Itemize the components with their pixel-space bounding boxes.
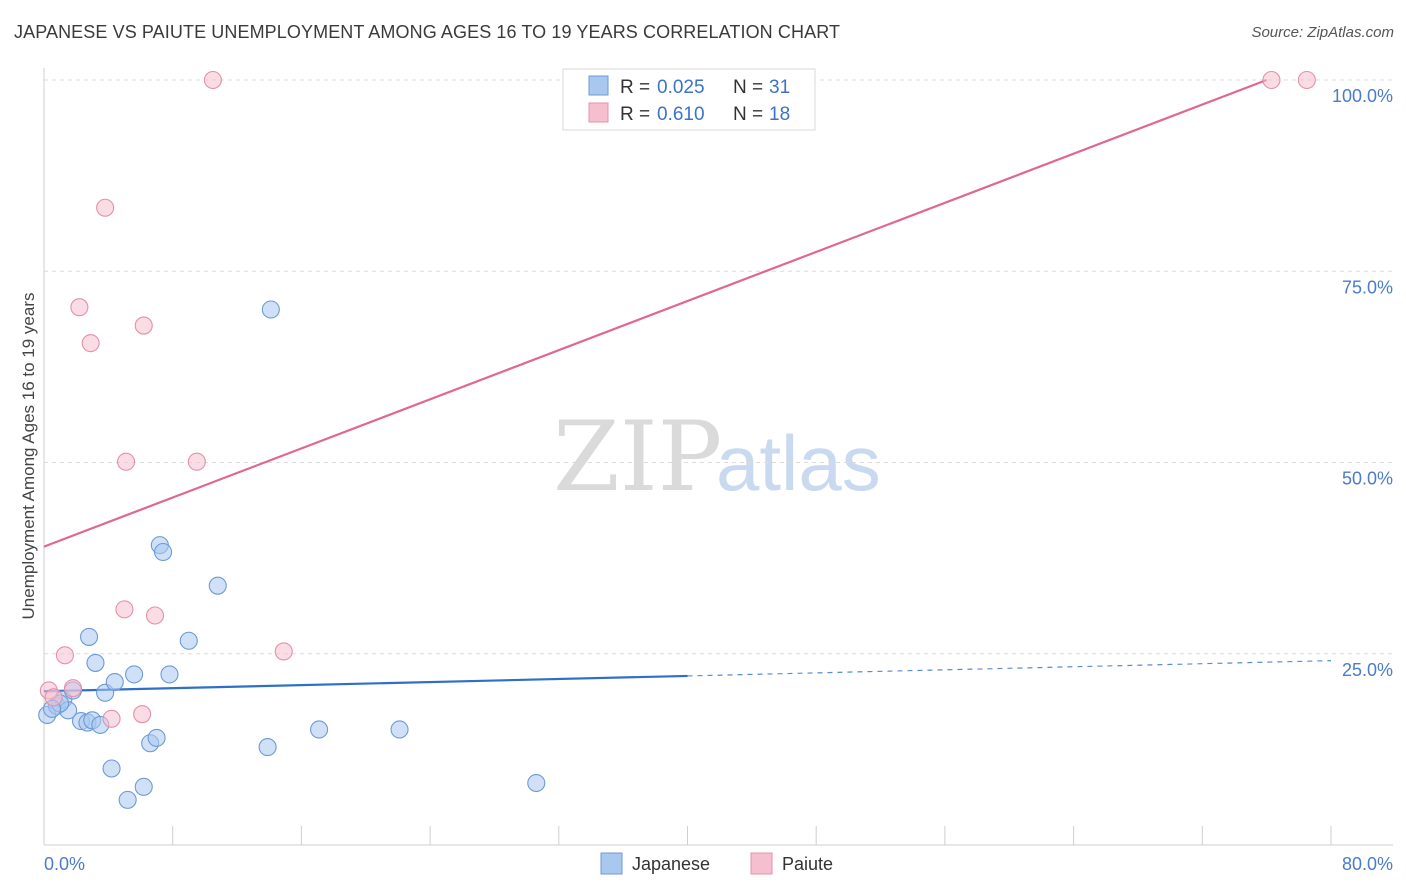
legend-r-label-paiute: R = <box>620 104 650 125</box>
point-japanese-15 <box>125 665 144 684</box>
y-tick-label-100: 100.0% <box>1332 86 1393 106</box>
chart-title: JAPANESE VS PAIUTE UNEMPLOYMENT AMONG AG… <box>14 22 841 42</box>
point-paiute-16 <box>1262 70 1281 90</box>
point-japanese-28 <box>527 773 546 793</box>
bottom-legend-swatch-japanese <box>600 852 623 875</box>
point-paiute-13 <box>187 452 206 471</box>
legend-r-value-japanese: 0.025 <box>657 77 705 98</box>
point-japanese-27 <box>390 720 409 739</box>
point-paiute-10 <box>133 705 152 724</box>
point-japanese-12 <box>102 759 121 778</box>
point-paiute-12 <box>145 606 165 625</box>
legend-n-label-paiute: N = <box>733 104 763 125</box>
point-paiute-9 <box>116 452 136 471</box>
legend: R = 0.025 N = 31 R = 0.610 N = 18 <box>562 68 816 131</box>
trend-line-paiute <box>43 78 1268 548</box>
point-japanese-9 <box>86 653 105 672</box>
point-paiute-2 <box>55 646 74 665</box>
point-japanese-16 <box>134 777 153 796</box>
point-paiute-1 <box>44 688 63 707</box>
data-points <box>38 70 1316 809</box>
point-japanese-14 <box>118 790 137 809</box>
trend-lines <box>43 78 1332 693</box>
watermark: ZIP atlas <box>553 401 881 513</box>
point-japanese-18 <box>147 728 166 747</box>
point-japanese-24 <box>258 738 277 757</box>
bottom-legend: Japanese Paiute <box>600 852 833 875</box>
point-japanese-7 <box>79 627 99 646</box>
point-paiute-14 <box>203 70 222 90</box>
x-tick-label-min: 0.0% <box>44 854 85 874</box>
point-paiute-17 <box>1297 70 1316 90</box>
bottom-legend-label-paiute: Paiute <box>782 854 833 874</box>
point-japanese-13 <box>105 673 124 692</box>
point-paiute-11 <box>134 316 153 335</box>
legend-n-label-japanese: N = <box>733 77 763 98</box>
point-paiute-4 <box>70 298 89 317</box>
trend-line-japanese-extension <box>687 660 1332 677</box>
bottom-legend-swatch-paiute <box>750 852 773 875</box>
y-tick-labels: 25.0% 50.0% 75.0% 100.0% <box>1332 86 1393 680</box>
point-japanese-26 <box>310 720 329 739</box>
legend-r-value-paiute: 0.610 <box>657 104 705 125</box>
y-tick-label-50: 50.0% <box>1342 469 1393 489</box>
point-paiute-8 <box>115 600 134 619</box>
y-tick-label-25: 25.0% <box>1342 660 1393 680</box>
source-label: Source: ZipAtlas.com <box>1251 24 1394 41</box>
point-japanese-25 <box>261 300 280 319</box>
watermark-zip: ZIP <box>553 401 722 513</box>
point-paiute-3 <box>63 679 83 698</box>
point-japanese-20 <box>153 542 173 562</box>
legend-swatch-japanese <box>588 75 609 96</box>
point-japanese-23 <box>208 576 227 595</box>
y-axis-label: Unemployment Among Ages 16 to 19 years <box>19 293 38 620</box>
point-paiute-7 <box>102 709 121 728</box>
point-paiute-15 <box>274 642 293 661</box>
grid-lines <box>44 79 1393 655</box>
legend-n-value-japanese: 31 <box>769 77 790 98</box>
legend-n-value-paiute: 18 <box>769 104 790 125</box>
y-tick-label-75: 75.0% <box>1342 277 1393 297</box>
trend-line-japanese <box>43 674 688 693</box>
bottom-legend-label-japanese: Japanese <box>632 854 710 874</box>
x-tick-label-max: 80.0% <box>1342 854 1393 874</box>
point-japanese-22 <box>179 631 198 650</box>
point-paiute-6 <box>96 198 115 217</box>
legend-r-label-japanese: R = <box>620 77 650 98</box>
legend-swatch-paiute <box>588 102 609 123</box>
point-japanese-21 <box>160 665 179 684</box>
point-paiute-5 <box>81 334 100 353</box>
